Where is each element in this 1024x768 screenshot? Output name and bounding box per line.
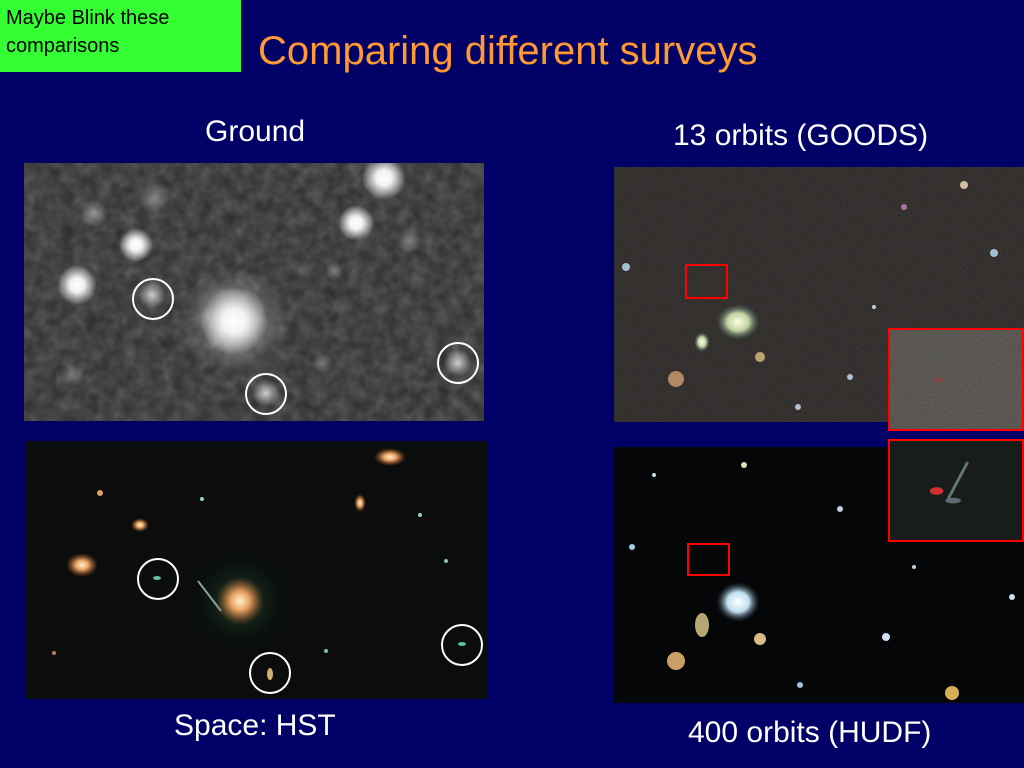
- speaker-note-box: Maybe Blink these comparisons: [0, 0, 241, 72]
- space-caption: Space: HST: [174, 709, 336, 742]
- speaker-note-text: Maybe Blink these comparisons: [6, 7, 170, 57]
- hst-image: [26, 441, 487, 699]
- goods-image: [614, 167, 1024, 422]
- ground-caption: Ground: [205, 115, 306, 148]
- hudf-zoom-inset: [888, 439, 1024, 542]
- goods-caption: 13 orbits (GOODS): [673, 119, 929, 152]
- slide-title: Comparing different surveys: [258, 29, 758, 73]
- goods-zoom-inset: [888, 328, 1024, 431]
- ground-image: [24, 163, 484, 421]
- hudf-caption: 400 orbits (HUDF): [688, 716, 932, 749]
